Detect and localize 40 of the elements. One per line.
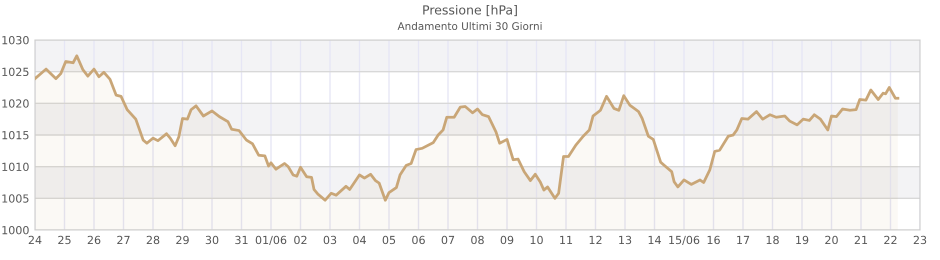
x-tick-label: 27 [117, 236, 130, 244]
x-tick-label: 07 [442, 236, 454, 244]
x-tick-label: 11 [560, 236, 572, 244]
y-tick-label: 1005 [2, 194, 28, 203]
y-tick-label: 1030 [2, 36, 29, 44]
x-tick-label: 19 [796, 236, 808, 244]
x-tick-label: 01/06 [256, 236, 286, 246]
y-tick-label: 1010 [2, 162, 29, 172]
x-tick-label: 17 [737, 236, 750, 244]
x-tick-label: 26 [88, 236, 100, 244]
x-tick-label: 22 [884, 236, 896, 244]
x-tick-label: 31 [235, 236, 248, 244]
x-tick-label: 24 [28, 236, 42, 244]
x-tick-label: 04 [353, 236, 366, 244]
x-tick-label: 14 [648, 236, 661, 244]
y-tick-label: 1020 [2, 99, 29, 108]
x-tick-label: 16 [708, 236, 720, 244]
chart-subtitle: Andamento Ultimi 30 Giorni [398, 22, 542, 30]
x-tick-label: 10 [530, 236, 543, 244]
x-tick-label: 09 [500, 236, 514, 244]
x-tick-label: 02 [294, 236, 306, 244]
x-tick-label: 15/06 [669, 236, 700, 246]
x-tick-label: 08 [471, 236, 484, 244]
x-tick-label: 18 [766, 236, 779, 244]
x-tick-label: 20 [825, 236, 838, 244]
x-tick-label: 06 [412, 236, 425, 244]
x-tick-label: 25 [58, 236, 71, 244]
y-tick-label: 1015 [2, 130, 28, 140]
x-tick-label: 29 [176, 236, 189, 244]
chart-title: Pressione [hPa] [423, 4, 517, 16]
x-tick-label: 21 [854, 236, 868, 244]
y-tick-label: 1000 [2, 226, 29, 234]
x-tick-label: 23 [914, 236, 926, 244]
x-tick-label: 03 [324, 236, 336, 244]
x-tick-label: 28 [146, 236, 160, 244]
x-tick-label: 30 [206, 236, 218, 244]
y-tick-label: 1025 [2, 68, 28, 76]
x-tick-label: 13 [619, 236, 632, 244]
x-tick-label: 12 [590, 236, 602, 244]
x-tick-label: 05 [382, 236, 396, 244]
